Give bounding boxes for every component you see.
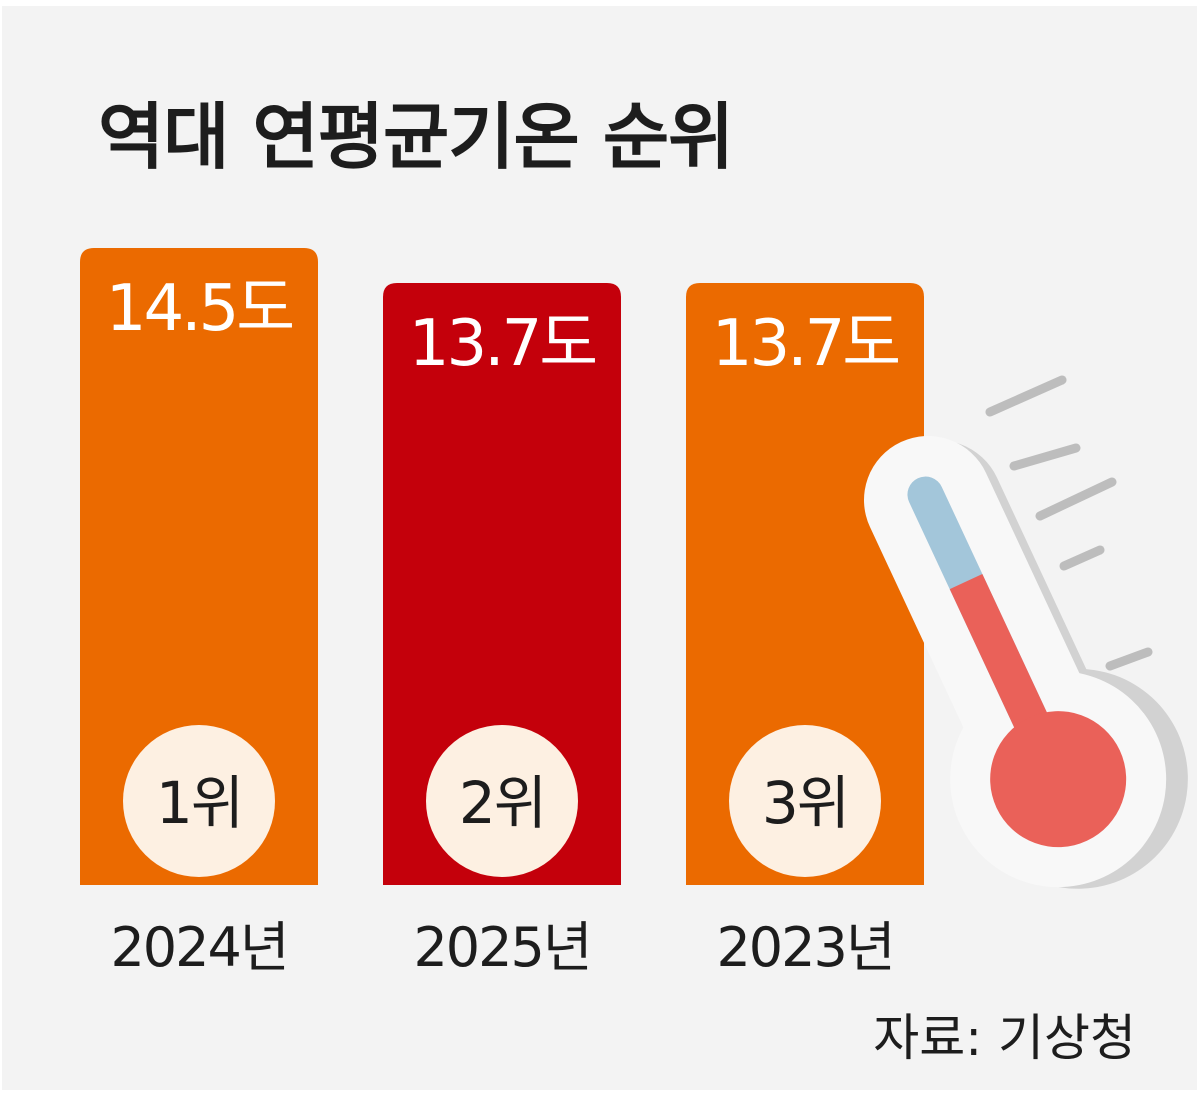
rank-circle bbox=[426, 725, 578, 877]
value-label: 13.7도 bbox=[712, 307, 899, 381]
value-label: 14.5도 bbox=[106, 272, 293, 346]
rank-label: 2위 bbox=[459, 769, 545, 837]
category-label: 2025년 bbox=[413, 916, 590, 979]
bar-2023년 bbox=[686, 283, 924, 885]
value-label: 13.7도 bbox=[409, 307, 596, 381]
bar-2025년 bbox=[383, 283, 621, 885]
rank-circle bbox=[729, 725, 881, 877]
category-label: 2024년 bbox=[110, 916, 287, 979]
bars-layer bbox=[80, 248, 924, 885]
bar-2024년 bbox=[80, 248, 318, 885]
source-note: 자료: 기상청 bbox=[873, 1009, 1136, 1067]
rank-label: 3위 bbox=[762, 769, 848, 837]
labels-layer: 14.5도 1위 2024년 13.7도 2위 2025년 13.7도 3위 2023년 bbox=[106, 272, 902, 979]
category-label: 2023년 bbox=[716, 916, 893, 979]
rank-label: 1위 bbox=[156, 769, 242, 837]
rank-circle bbox=[123, 725, 275, 877]
thermometer-icon bbox=[864, 375, 1188, 889]
chart-title: 역대 연평균기온 순위 bbox=[98, 95, 734, 179]
